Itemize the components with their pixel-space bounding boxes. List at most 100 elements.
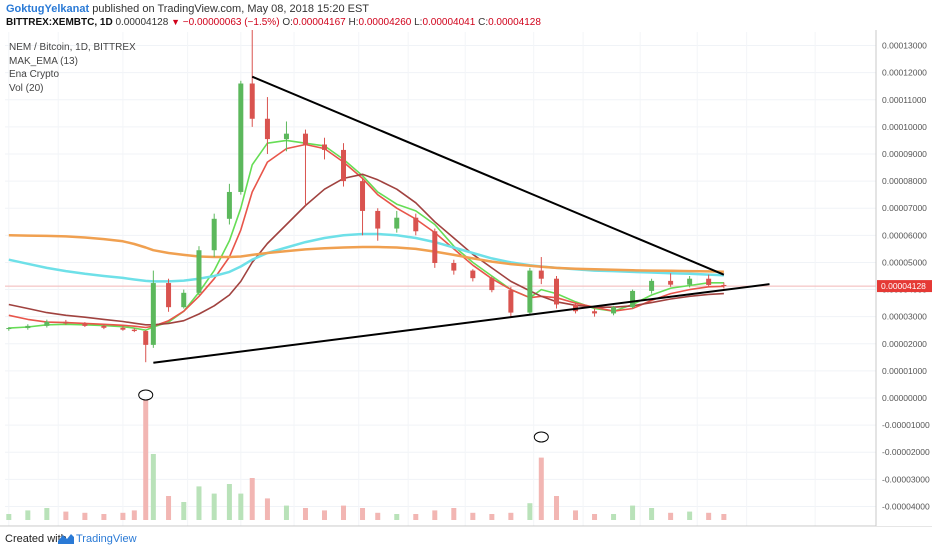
- price-tick-label: 0.00009000: [882, 149, 927, 159]
- candle-body: [150, 283, 156, 345]
- price-tick-label: -0.00003000: [882, 474, 930, 484]
- author-name[interactable]: GoktugYelkanat: [6, 3, 90, 15]
- volume-bar: [131, 510, 137, 520]
- volume-bar: [394, 514, 400, 520]
- footer: Created with TradingView: [0, 526, 932, 551]
- published-text: published on TradingView.com, May 08, 20…: [92, 3, 370, 15]
- candlesticks: [6, 30, 727, 363]
- volume-bar: [508, 512, 514, 520]
- volume-bar: [196, 486, 202, 520]
- open-value: 0.00004167: [292, 17, 346, 28]
- price-chart[interactable]: 0.00013000 0.00012000 0.00011000 0.00010000…: [0, 30, 932, 526]
- candle-body: [249, 83, 255, 119]
- candle-body: [527, 270, 533, 313]
- volume-bar: [143, 400, 149, 520]
- current-price-tag: [877, 280, 932, 293]
- price-tick-label: 0.00010000: [882, 122, 927, 132]
- candle-body: [649, 280, 655, 291]
- trendline: [251, 75, 725, 276]
- candle-body: [706, 278, 712, 285]
- volume-bar: [451, 508, 457, 520]
- volume-bar: [166, 496, 172, 520]
- current-price-label: 0.00004128: [881, 281, 926, 291]
- trendline: [153, 283, 770, 364]
- price-tick-label: -0.00004000: [882, 501, 930, 511]
- volume-bar: [360, 508, 366, 520]
- volume-bar: [63, 511, 69, 520]
- down-arrow-icon: ▼: [171, 17, 180, 27]
- candle-body: [302, 133, 308, 145]
- annotations: [138, 389, 549, 443]
- candle-body: [101, 325, 107, 328]
- legend-item-vol[interactable]: Vol (20): [9, 82, 44, 94]
- volume-bar: [238, 493, 244, 520]
- volume-bar: [44, 508, 50, 520]
- trendlines: [153, 75, 770, 364]
- candle-body: [432, 231, 438, 263]
- candle-body: [508, 290, 514, 313]
- chart-header: GoktugYelkanat published on TradingView.…: [6, 2, 369, 16]
- volume-bars: [6, 400, 727, 520]
- volume-bar: [82, 512, 88, 520]
- volume-bar: [6, 514, 12, 520]
- low-label: L:: [414, 17, 423, 28]
- close-value: 0.00004128: [488, 17, 541, 28]
- volume-bar: [527, 503, 533, 520]
- price-tick-label: 0.00007000: [882, 203, 927, 213]
- volume-bar: [283, 505, 289, 520]
- volume-bar: [413, 514, 419, 520]
- volume-bar: [721, 514, 727, 520]
- tradingview-logo-icon[interactable]: [58, 532, 74, 544]
- volume-bar: [432, 510, 438, 520]
- candle-body: [592, 311, 598, 314]
- price-tick-label: -0.00001000: [882, 420, 930, 430]
- legend-item-ena[interactable]: Ena Crypto: [9, 69, 60, 80]
- symbol-label: BITTREX:XEMBTC, 1D: [6, 17, 113, 28]
- volume-bar: [687, 511, 693, 520]
- high-label: H:: [348, 17, 359, 28]
- annotation-circle: [138, 389, 154, 401]
- price-tick-label: 0.00008000: [882, 176, 927, 186]
- candle-body: [489, 278, 495, 291]
- volume-bar: [321, 510, 327, 520]
- candle-body: [283, 133, 289, 140]
- legend-item-ema[interactable]: MAK_EMA (13): [9, 55, 78, 67]
- volume-bar: [181, 502, 187, 520]
- moving-average-line: [8, 232, 724, 283]
- price-tick-label: -0.00002000: [882, 447, 930, 457]
- brand-label[interactable]: TradingView: [76, 533, 137, 545]
- candle-body: [554, 278, 560, 305]
- volume-bar: [554, 496, 560, 520]
- volume-bar: [341, 505, 347, 520]
- candle-body: [143, 331, 149, 345]
- candle-body: [687, 278, 693, 285]
- volume-bar: [538, 457, 544, 520]
- volume-bar: [211, 493, 217, 520]
- candle-body: [341, 149, 347, 182]
- candle-body: [538, 270, 544, 279]
- candle-body: [238, 83, 244, 192]
- price-tick-label: 0.00011000: [882, 95, 927, 105]
- legend: NEM / Bitcoin, 1D, BITTREX MAK_EMA (13) …: [9, 41, 136, 95]
- volume-bar: [470, 512, 476, 520]
- volume-bar: [264, 498, 270, 520]
- volume-bar: [489, 514, 495, 520]
- candle-body: [120, 327, 126, 330]
- candle-body: [470, 270, 476, 279]
- volume-bar: [101, 514, 107, 520]
- price-tick-label: 0.00000000: [882, 393, 927, 403]
- volume-bar: [25, 510, 31, 520]
- candle-body: [668, 280, 674, 285]
- volume-bar: [592, 514, 598, 520]
- volume-bar: [226, 484, 232, 520]
- price-tick-label: 0.00003000: [882, 312, 927, 322]
- open-label: O:: [282, 17, 293, 28]
- candle-body: [611, 307, 617, 314]
- candle-body: [131, 329, 137, 332]
- candle-body: [6, 328, 12, 330]
- price-tick-label: 0.00012000: [882, 68, 927, 78]
- annotation-circle: [533, 431, 549, 443]
- price-axis: 0.00013000 0.00012000 0.00011000 0.00010000…: [875, 30, 932, 526]
- price-change: −0.00000063 (−1.5%): [182, 17, 280, 28]
- moving-average-line: [8, 173, 724, 326]
